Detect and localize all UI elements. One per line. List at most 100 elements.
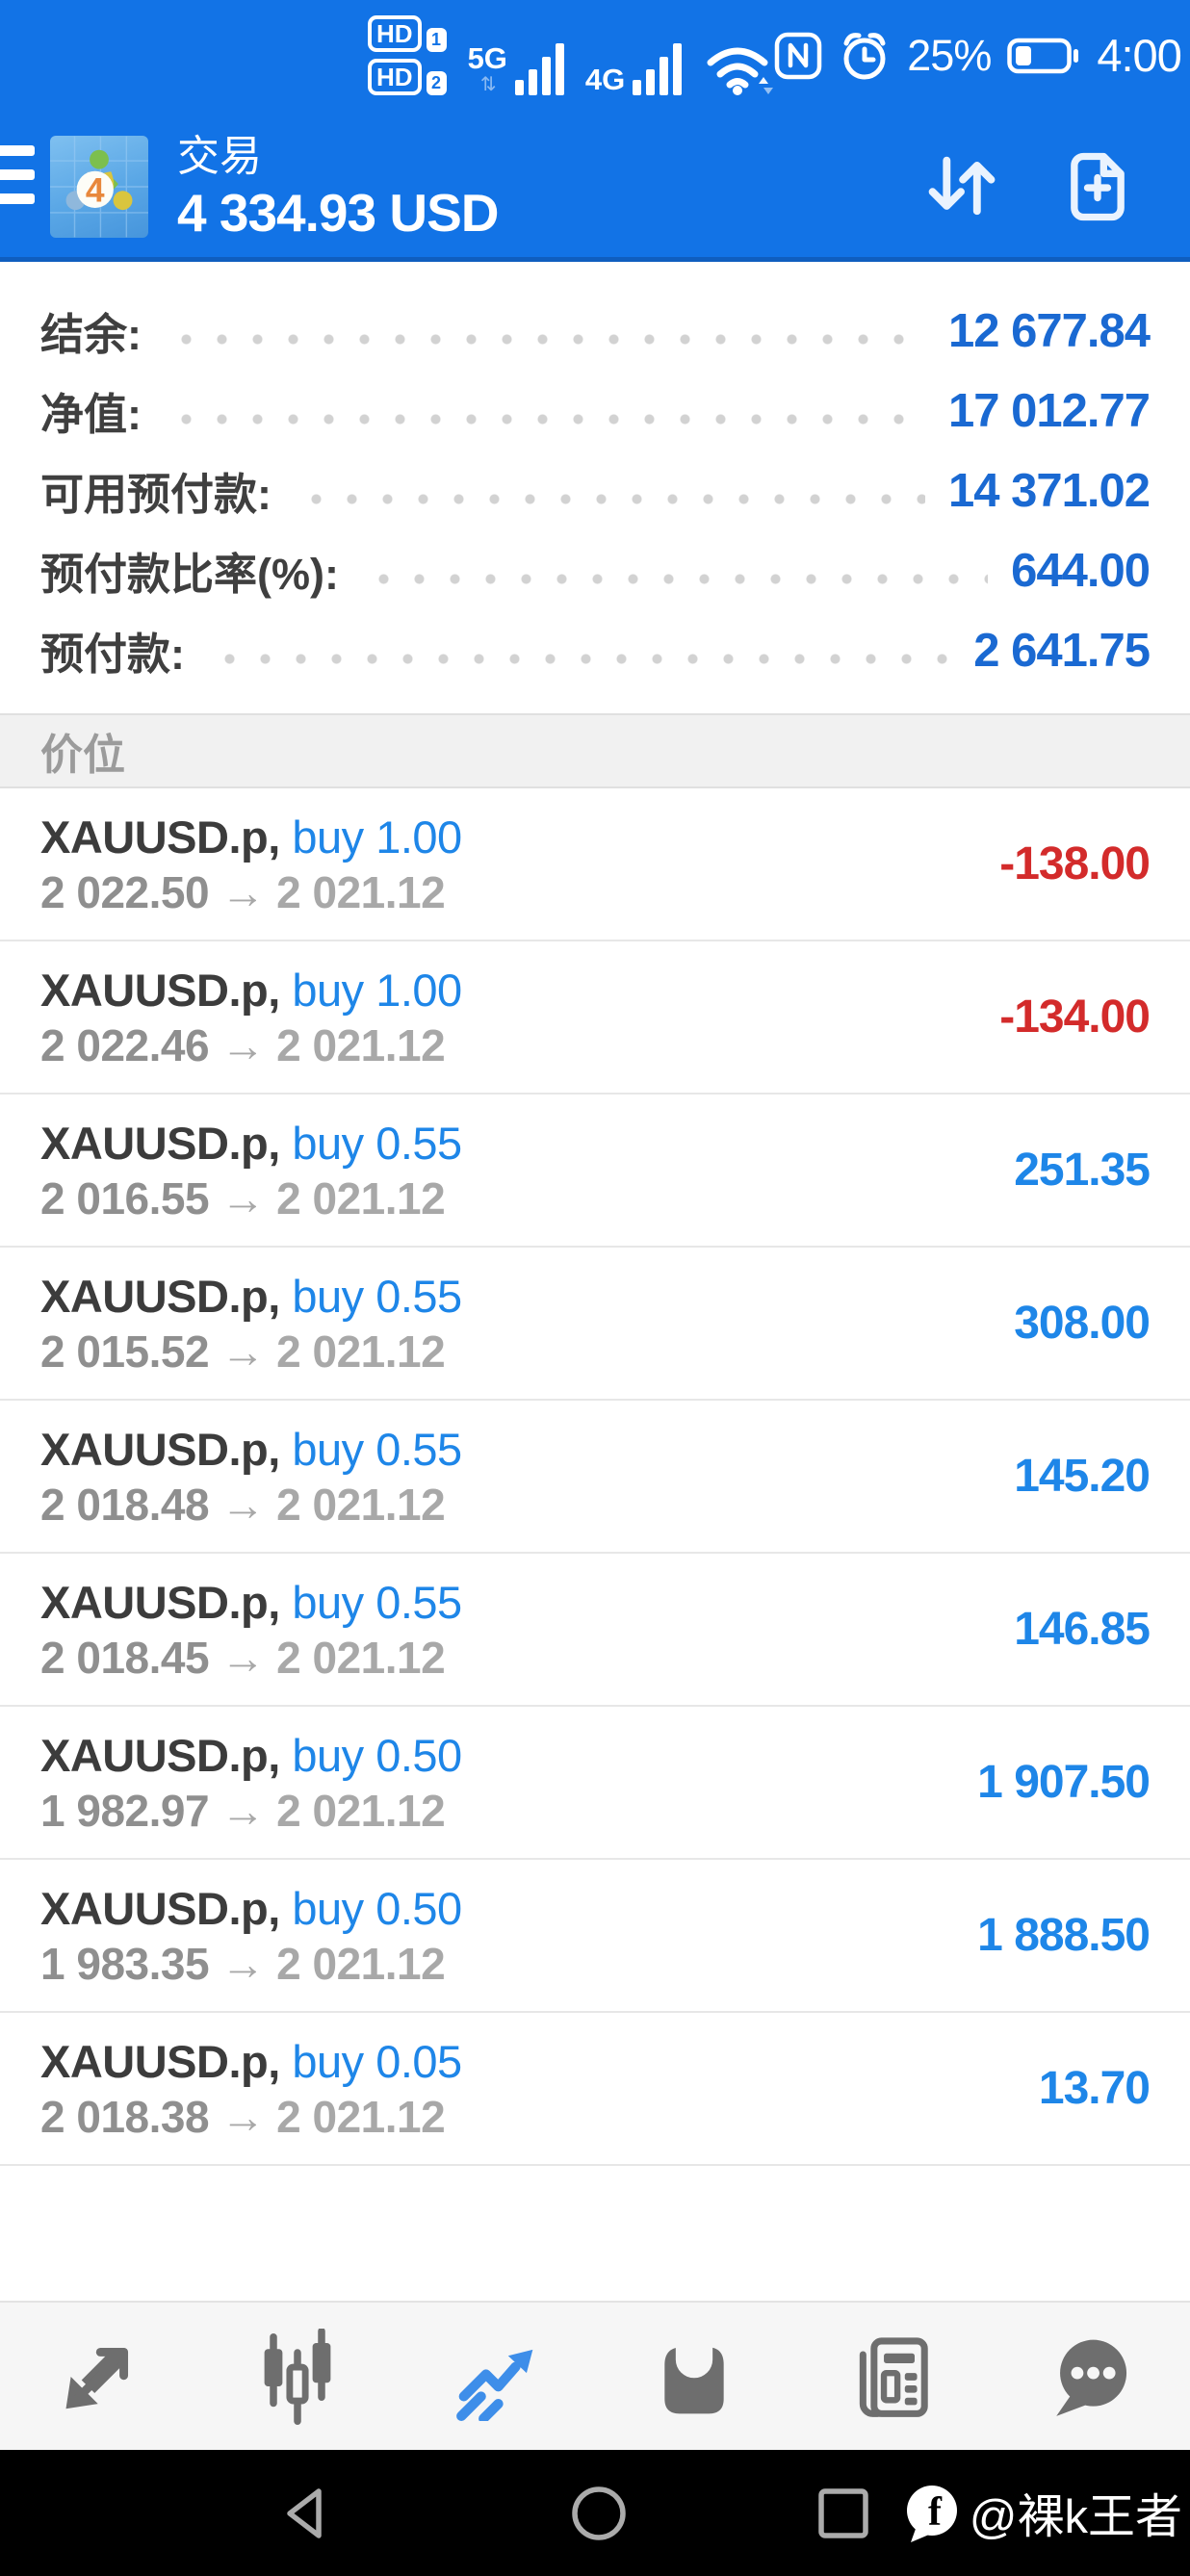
price-arrow-icon: →: [220, 2091, 265, 2142]
position-side-volume: buy 1.00: [292, 964, 462, 1016]
hd-voice-icons: HD 1 HD 2: [368, 15, 447, 95]
price-arrow-icon: →: [220, 1479, 265, 1530]
position-row[interactable]: XAUUSD.p, buy 1.00 2 022.50 → 2 021.12 -…: [0, 788, 1190, 941]
position-info: XAUUSD.p, buy 0.50 1 983.35 → 2 021.12: [40, 1882, 462, 1990]
dotted-leader: [165, 414, 925, 425]
position-profit: -138.00: [999, 838, 1151, 889]
position-side-volume: buy 0.55: [292, 1576, 462, 1628]
nav-home-button[interactable]: [541, 2450, 657, 2576]
account-summary-section: 结余: 12 677.84 净值: 17 012.77 可用预付款: 14 37…: [0, 262, 1190, 713]
signal-bars-icon: [514, 41, 564, 95]
position-open-price: 2 018.45: [40, 1632, 221, 1683]
nav-recents-button[interactable]: [786, 2450, 901, 2576]
position-current-price: 2 021.12: [276, 2091, 446, 2142]
position-open-price: 2 022.50: [40, 866, 221, 917]
tab-quotes[interactable]: [0, 2303, 198, 2450]
position-row[interactable]: XAUUSD.p, buy 0.55 2 018.45 → 2 021.12 1…: [0, 1554, 1190, 1707]
position-open-price: 2 022.46: [40, 1019, 221, 1070]
recents-square-icon: [815, 2486, 871, 2541]
position-symbol: XAUUSD.p,: [40, 1423, 293, 1475]
trade-line-chart-icon: [452, 2332, 540, 2421]
menu-button[interactable]: [0, 145, 35, 204]
history-tray-icon: [650, 2332, 738, 2421]
app-header: 4 交易 4 334.93 USD: [0, 111, 1190, 262]
candlestick-chart-icon: [253, 2328, 342, 2425]
status-bar-right: 25% 4:00: [774, 29, 1182, 82]
price-arrow-icon: →: [220, 1019, 265, 1070]
summary-label: 可用预付款:: [40, 470, 272, 519]
summary-row: 可用预付款: 14 371.02: [40, 451, 1151, 530]
position-row[interactable]: XAUUSD.p, buy 0.55 2 015.52 → 2 021.12 3…: [0, 1248, 1190, 1401]
position-row[interactable]: XAUUSD.p, buy 0.55 2 016.55 → 2 021.12 2…: [0, 1095, 1190, 1248]
header-balance: 4 334.93 USD: [177, 182, 499, 243]
position-profit: 145.20: [1014, 1451, 1151, 1502]
signal-bars-icon: [633, 41, 683, 95]
price-arrow-icon: →: [220, 1785, 265, 1836]
signal-5g-icon: 5G ⇅: [468, 41, 564, 95]
position-info: XAUUSD.p, buy 0.50 1 982.97 → 2 021.12: [40, 1729, 462, 1837]
data-transfer-arrows-icon: ⇅: [479, 74, 497, 95]
summary-value: 644.00: [1011, 544, 1151, 597]
summary-value: 14 371.02: [948, 464, 1151, 517]
sim1-badge: 1: [426, 28, 447, 52]
summary-label: 预付款:: [40, 630, 185, 679]
nfc-icon: [774, 32, 822, 80]
price-arrow-icon: →: [220, 1938, 265, 1989]
position-current-price: 2 021.12: [276, 1019, 446, 1070]
news-icon: [848, 2332, 937, 2421]
tab-news[interactable]: [793, 2303, 992, 2450]
position-profit: 146.85: [1014, 1604, 1151, 1655]
new-order-button[interactable]: [1057, 146, 1138, 227]
tab-messages[interactable]: [992, 2303, 1190, 2450]
position-current-price: 2 021.12: [276, 1172, 446, 1224]
positions-list: XAUUSD.p, buy 1.00 2 022.50 → 2 021.12 -…: [0, 788, 1190, 2166]
position-info: XAUUSD.p, buy 0.55 2 018.45 → 2 021.12: [40, 1576, 462, 1684]
facebook-icon: f: [902, 2483, 962, 2544]
tab-trade[interactable]: [397, 2303, 595, 2450]
position-current-price: 2 021.12: [276, 1632, 446, 1683]
position-profit: 13.70: [1038, 2063, 1151, 2114]
sort-button[interactable]: [920, 146, 1001, 227]
position-row[interactable]: XAUUSD.p, buy 0.50 1 982.97 → 2 021.12 1…: [0, 1707, 1190, 1860]
position-profit: 1 907.50: [977, 1757, 1151, 1808]
network-type-label: 4G: [584, 63, 626, 96]
hd2-icon: HD 2: [368, 59, 447, 95]
position-symbol: XAUUSD.p,: [40, 1882, 293, 1934]
position-profit: 251.35: [1014, 1145, 1151, 1196]
status-bar-connectivity: HD 1 HD 2 5G ⇅ 4G: [368, 15, 774, 95]
position-symbol: XAUUSD.p,: [40, 2035, 293, 2087]
battery-percent-label: 25%: [907, 30, 992, 80]
position-row[interactable]: XAUUSD.p, buy 0.55 2 018.48 → 2 021.12 1…: [0, 1401, 1190, 1554]
metatrader4-app-icon: 4: [50, 135, 148, 238]
position-profit: 308.00: [1014, 1298, 1151, 1349]
dotted-leader: [208, 654, 951, 664]
position-open-price: 2 015.52: [40, 1326, 221, 1377]
sim2-badge: 2: [426, 71, 447, 95]
page-title: 交易: [177, 132, 262, 180]
quotes-icon: [55, 2332, 143, 2421]
position-current-price: 2 021.12: [276, 1938, 446, 1989]
position-info: XAUUSD.p, buy 0.55 2 016.55 → 2 021.12: [40, 1117, 462, 1224]
position-side-volume: buy 0.50: [292, 1729, 462, 1781]
position-side-volume: buy 0.05: [292, 2035, 462, 2087]
clock-label: 4:00: [1097, 30, 1181, 81]
nav-back-button[interactable]: [250, 2450, 366, 2576]
dotted-leader: [295, 494, 925, 504]
summary-value: 2 641.75: [973, 624, 1151, 677]
summary-value: 17 012.77: [948, 384, 1151, 437]
position-row[interactable]: XAUUSD.p, buy 1.00 2 022.46 → 2 021.12 -…: [0, 941, 1190, 1095]
position-row[interactable]: XAUUSD.p, buy 0.50 1 983.35 → 2 021.12 1…: [0, 1860, 1190, 2013]
position-info: XAUUSD.p, buy 1.00 2 022.50 → 2 021.12: [40, 811, 462, 918]
status-bar: HD 1 HD 2 5G ⇅ 4G: [0, 0, 1190, 111]
summary-value: 12 677.84: [948, 304, 1151, 357]
position-row[interactable]: XAUUSD.p, buy 0.05 2 018.38 → 2 021.12 1…: [0, 2013, 1190, 2166]
price-arrow-icon: →: [220, 1632, 265, 1683]
position-open-price: 2 016.55: [40, 1172, 221, 1224]
position-side-volume: buy 0.55: [292, 1270, 462, 1322]
position-current-price: 2 021.12: [276, 1479, 446, 1530]
price-arrow-icon: →: [220, 1326, 265, 1377]
tab-history[interactable]: [595, 2303, 793, 2450]
svg-text:f: f: [928, 2490, 943, 2535]
tab-charts[interactable]: [198, 2303, 397, 2450]
position-open-price: 2 018.48: [40, 1479, 221, 1530]
